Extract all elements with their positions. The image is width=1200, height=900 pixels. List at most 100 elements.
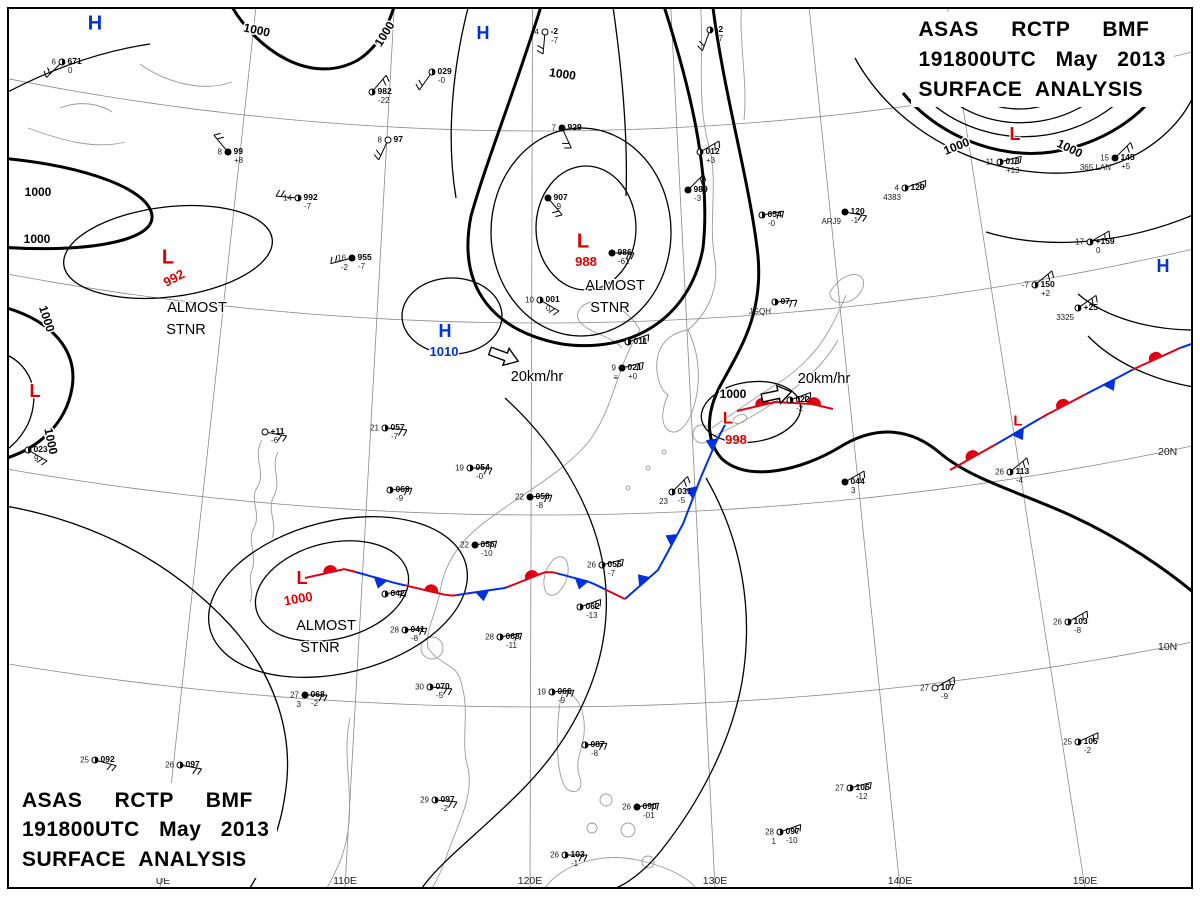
wind-barb-shaft <box>702 33 710 51</box>
title-block-bottom-left: ASAS RCTP BMF 191800UTC May 2013 SURFACE… <box>14 782 278 878</box>
coastline-borneo <box>544 857 697 888</box>
wind-barb-shaft <box>1037 270 1053 284</box>
wind-barb-feather <box>714 143 716 151</box>
wind-barb-feather <box>718 140 721 149</box>
coastline-path <box>711 294 847 429</box>
station-value-main: 031 <box>678 486 692 496</box>
wind-barb-feather <box>402 429 408 437</box>
wind-barb-feather <box>794 299 798 307</box>
wind-barb-feather <box>404 590 408 598</box>
wind-barb-shaft <box>588 742 607 746</box>
station-plot: 27 107-9 <box>920 676 956 701</box>
wind-barb-shaft <box>674 476 688 490</box>
wind-barb-shaft <box>268 432 287 437</box>
cloud-cover-circle <box>841 208 849 216</box>
chart-type: SURFACE ANALYSIS <box>22 848 247 872</box>
wind-barb-shaft <box>853 781 872 788</box>
station-value-left: 30 <box>415 683 424 692</box>
coastline-indochina <box>326 717 351 888</box>
terrain-line <box>139 63 233 87</box>
wind-barb-feather <box>566 690 570 698</box>
station-value-left: 25 <box>80 756 89 765</box>
station-value-lower: -01 <box>643 811 655 820</box>
cloud-cover-circle <box>541 28 549 36</box>
isobar-line <box>421 397 608 888</box>
wind-barb-shaft <box>98 760 117 767</box>
station-value-lower: -0 <box>438 76 446 85</box>
cloud-cover-circle <box>384 136 392 144</box>
cloud-cover-circle <box>526 493 534 501</box>
low-center-symbol: L <box>162 247 174 269</box>
wind-barb-feather <box>859 473 861 481</box>
station-plot: 27 068-2 3 <box>290 689 328 709</box>
wind-barb-feather <box>1108 230 1111 239</box>
isobar-line <box>708 8 1192 594</box>
station-id: 1 <box>772 837 777 846</box>
coastline-islet <box>645 465 651 471</box>
wind-barb-feather <box>863 470 866 479</box>
station-plot: +25 3325 <box>1056 294 1098 322</box>
station-value-lower: -61 <box>618 257 630 266</box>
wind-barb-feather <box>488 467 493 475</box>
cloud-cover-circle <box>1111 154 1119 162</box>
isobar-value-label: 1000 <box>25 185 52 199</box>
station-value-left: 27 <box>920 684 929 693</box>
movement-status-label: STNR <box>590 300 629 316</box>
coastline-path <box>656 329 699 433</box>
cloud-cover-half <box>790 397 793 403</box>
warm-front-line <box>736 400 834 412</box>
station-value-main: 103 <box>571 849 585 859</box>
wind-barb-feather <box>703 174 707 182</box>
station-value-left: 9 <box>612 364 617 373</box>
station-value-left: 28 <box>390 626 399 635</box>
wind-barb-shaft <box>937 676 955 687</box>
cloud-cover-circle <box>684 186 692 194</box>
isobar-line <box>612 8 628 197</box>
wind-barb-feather <box>604 742 608 750</box>
wind-barb-feather <box>698 40 705 47</box>
wind-barb-feather <box>448 801 453 808</box>
wind-barb-feather <box>1022 460 1026 468</box>
cloud-cover-half <box>1068 619 1071 625</box>
station-plot: 19 066-9 <box>537 686 575 705</box>
coastlines <box>27 8 864 888</box>
station-value-left: 10 <box>525 296 534 305</box>
station-value-lower: -7 <box>391 432 399 441</box>
station-value-main: 992 <box>304 192 318 202</box>
station-plot: 4 -2-7 <box>535 26 559 55</box>
wind-barb-feather <box>1051 270 1055 278</box>
station-value-lower: -6 <box>271 436 279 445</box>
station-value-main: 044 <box>851 476 865 486</box>
parallel-line <box>8 445 1192 516</box>
terrain-line <box>59 103 113 113</box>
station-value-lower: -4 <box>1016 476 1024 485</box>
station-plot: 907-9 <box>544 192 568 218</box>
cold-front-symbol <box>373 577 388 589</box>
station-value-main: 99 <box>234 146 244 156</box>
station-value-lower: 3 <box>851 486 856 495</box>
wind-barb-shaft <box>378 142 388 161</box>
cloud-cover-half <box>672 489 675 495</box>
station-plot: 982-22 <box>368 74 392 105</box>
station-value-main: +11 <box>271 426 285 436</box>
station-plot: 022-2 <box>786 392 812 413</box>
coastline-island <box>586 822 598 834</box>
station-value-main: 105 <box>1084 736 1098 746</box>
station-plot: 989-3 <box>684 174 708 203</box>
cloud-cover-half <box>1090 239 1093 245</box>
wind-barb-feather <box>275 189 281 197</box>
warm-front-symbol <box>1056 398 1070 410</box>
cloud-cover-half <box>390 487 393 493</box>
wind-barb-feather <box>599 599 602 607</box>
wind-barb-feather <box>111 765 117 772</box>
station-value-lower: +2 <box>1041 289 1051 298</box>
wind-barb-feather <box>544 495 548 503</box>
cloud-cover-half <box>1078 305 1081 311</box>
cloud-cover-half <box>62 59 65 65</box>
movement-status-label: ALMOST <box>585 278 645 294</box>
station-value-main: 054 <box>476 462 490 472</box>
station-plot: 07 JGQH <box>749 296 798 316</box>
